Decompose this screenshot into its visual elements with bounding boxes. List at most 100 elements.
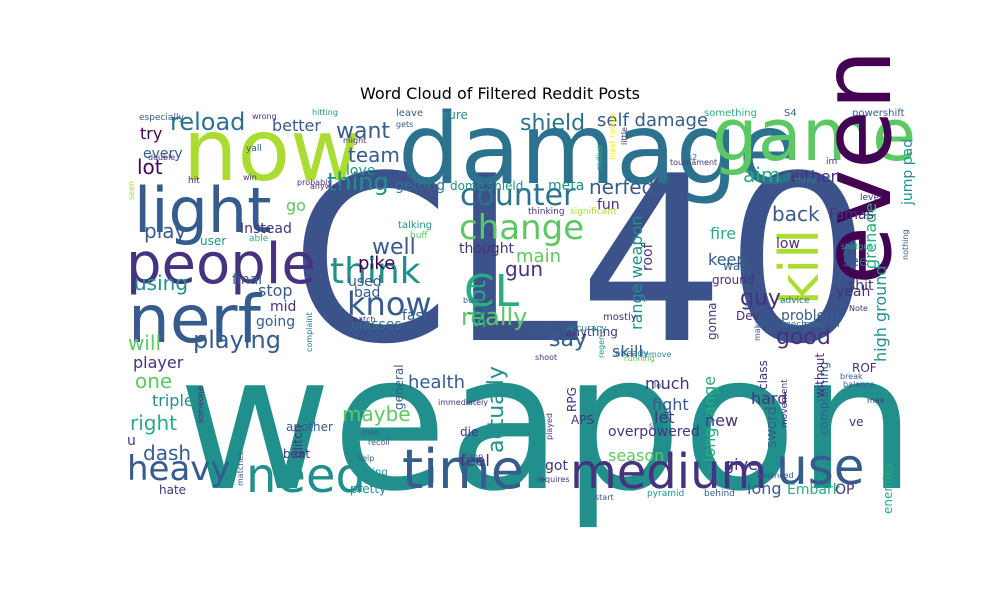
word-jump-pad: jump pad — [900, 139, 916, 206]
word-saying: saying — [355, 467, 388, 478]
word-max: max — [867, 396, 885, 405]
word-rpg: RPG — [565, 387, 579, 412]
word-back: back — [772, 202, 820, 226]
word-love: love — [346, 163, 375, 179]
word-literally: literally — [744, 279, 753, 309]
word-running: running — [624, 354, 655, 363]
word-use: use — [776, 438, 865, 496]
word-regen: regen — [597, 335, 606, 358]
word-either: either — [790, 167, 838, 186]
word-damage: damage — [398, 93, 798, 207]
word-powershift: powershift — [852, 108, 905, 119]
word-double: double — [148, 153, 175, 162]
word-gonna: gonna — [705, 302, 719, 340]
word-give: give — [724, 455, 758, 474]
word-time: time — [402, 438, 524, 501]
word-even: even — [801, 49, 913, 285]
word-user: user — [200, 234, 226, 248]
word-every: every — [143, 146, 183, 162]
word-stop: stop — [258, 281, 293, 300]
word-shit: shit — [848, 278, 874, 294]
word-right: right — [130, 411, 177, 435]
word-hitting: hitting — [312, 108, 338, 117]
word-significant: significant — [570, 207, 617, 217]
word-say: say — [549, 327, 587, 352]
word-maybe: maybe — [342, 402, 411, 426]
word-shoot: shoot — [535, 353, 557, 362]
word-shot: shot — [466, 280, 491, 328]
word-nerf: nerf — [128, 281, 263, 358]
word-complaining: complaining — [817, 362, 831, 435]
word-game: game — [712, 93, 916, 177]
word-complaint: complaint — [305, 312, 314, 352]
word-s2: s2 — [688, 153, 697, 162]
word-immediately: immediately — [438, 398, 488, 407]
word-lot: lot — [137, 155, 163, 179]
word-better: better — [272, 116, 321, 135]
word-im: im — [826, 157, 837, 167]
word-self-damage: self damage — [597, 110, 708, 131]
word-medium: medium — [570, 444, 767, 500]
word-heavy: heavy — [127, 449, 231, 489]
word-light: light — [134, 174, 271, 247]
word-three: three — [795, 176, 816, 185]
word-buffed: buffed — [463, 296, 489, 305]
word-nothing: nothing — [901, 229, 910, 260]
word-skill: skill — [612, 342, 643, 361]
word-thought: thought — [459, 241, 515, 257]
word-advice: advice — [780, 296, 810, 306]
word-much: much — [645, 374, 690, 393]
word-roof: roof — [640, 242, 656, 271]
word-triple: triple — [152, 391, 194, 410]
word-s4: S4 — [784, 108, 797, 119]
word-shotgun: shotgun — [841, 242, 874, 251]
word-nerfed: nerfed — [589, 175, 654, 199]
word-general: general — [392, 364, 406, 410]
word-another: another — [286, 420, 333, 434]
word-actually: actually — [484, 366, 509, 453]
word-try: try — [140, 124, 162, 143]
word-good: good — [776, 325, 831, 350]
word-might: might — [343, 136, 366, 145]
word-especially: especially — [139, 113, 184, 123]
word-ve: ve — [849, 415, 863, 429]
word-movement: movement — [780, 379, 790, 428]
word-hard: hard — [751, 389, 787, 408]
word-someone: someone — [196, 386, 205, 423]
word-want: want — [336, 119, 390, 144]
word-fight: fight — [652, 395, 689, 414]
word-one: one — [135, 369, 172, 393]
word-reload: reload — [170, 108, 245, 136]
word-mechanic: mechanic — [782, 320, 826, 330]
word-guy: guy — [740, 286, 781, 311]
word-thing: thing — [327, 168, 389, 196]
word-getting: getting — [395, 178, 445, 194]
word-thinking: thinking — [528, 207, 565, 217]
word-hate: hate — [159, 483, 186, 497]
word-bad: bad — [354, 285, 380, 301]
word-still: still — [649, 421, 663, 430]
word-blast-radius: blast radius — [608, 113, 617, 160]
word-long: long — [747, 479, 782, 498]
word-feel: feel — [460, 451, 490, 470]
word-something: something — [704, 108, 757, 119]
word-enemies: enemies — [881, 463, 895, 514]
word-ground: ground — [712, 273, 754, 287]
word-aps: APS — [571, 413, 594, 427]
word-think: think — [330, 251, 421, 292]
word-talking: talking — [398, 220, 432, 231]
word-probably: probably — [297, 178, 332, 187]
word-note: Note — [849, 304, 868, 313]
word-instead: Instead — [240, 221, 292, 237]
word-buff: buff — [410, 231, 428, 241]
word-main: main — [516, 246, 561, 267]
word-anything: anything — [565, 325, 618, 339]
word-going: going — [256, 314, 295, 330]
word-radius: radius — [595, 145, 604, 170]
word-believe: believe — [534, 323, 567, 333]
word-yet: yet — [480, 305, 495, 315]
word-sword: sword — [764, 406, 780, 448]
word-u: u — [127, 433, 136, 449]
word-let: let — [654, 408, 675, 427]
word-hit: hit — [188, 176, 200, 186]
